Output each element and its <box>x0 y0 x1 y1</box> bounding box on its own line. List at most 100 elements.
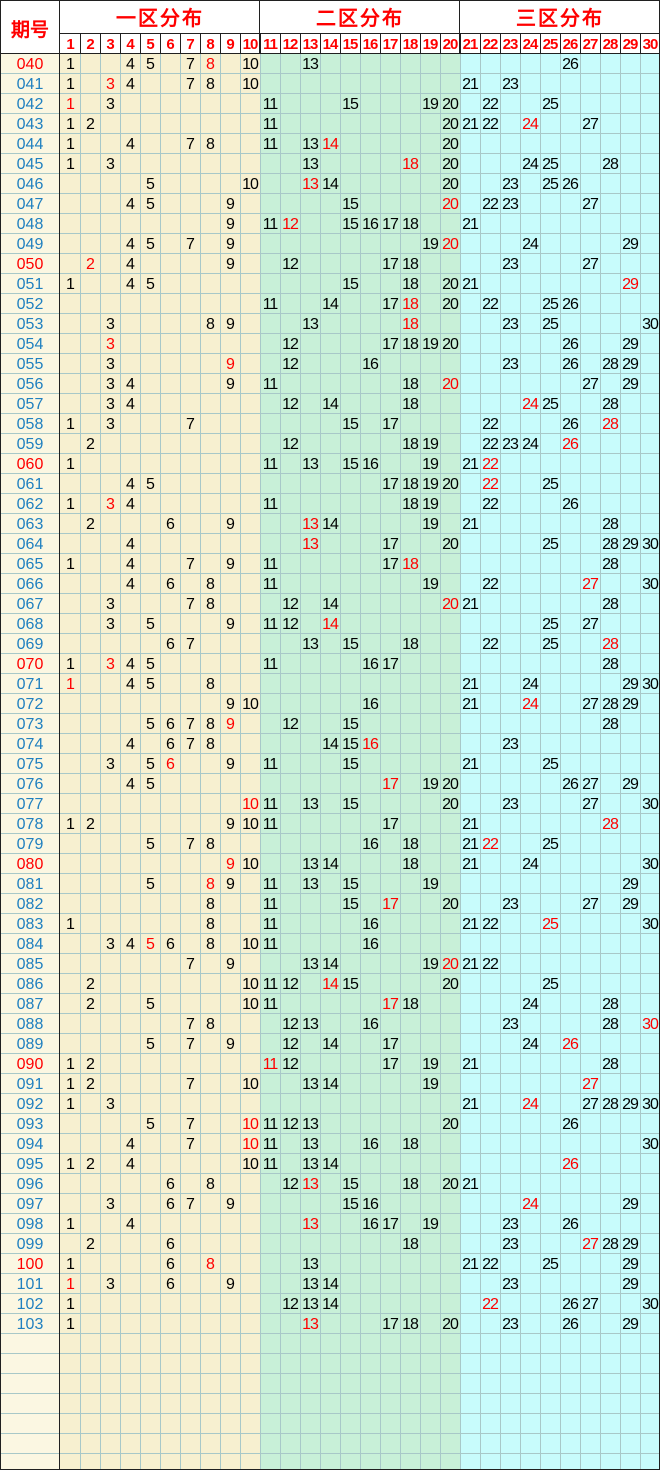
column-header-30: 30 <box>643 36 658 53</box>
number-cell: 25 <box>542 396 559 413</box>
number-cell: 17 <box>382 816 399 833</box>
number-cell: 24 <box>522 1036 539 1053</box>
number-cell: 4 <box>126 576 135 593</box>
number-cell: 2 <box>86 436 95 453</box>
number-cell: 13 <box>302 1116 319 1133</box>
number-cell: 1 <box>66 156 75 173</box>
number-cell: 1 <box>66 276 75 293</box>
number-cell: 30 <box>642 1296 659 1313</box>
number-cell: 28 <box>602 1236 619 1253</box>
period-cell: 043 <box>17 116 44 133</box>
number-cell: 29 <box>622 536 639 553</box>
number-cell: 23 <box>502 896 519 913</box>
period-cell: 075 <box>17 756 44 773</box>
number-cell: 13 <box>302 1296 319 1313</box>
period-header: 期号 <box>11 19 49 41</box>
number-cell: 11 <box>263 656 279 673</box>
number-cell: 12 <box>282 596 299 613</box>
number-cell: 3 <box>106 316 115 333</box>
number-cell: 13 <box>302 796 319 813</box>
number-cell: 10 <box>242 1116 259 1133</box>
number-cell: 8 <box>206 836 215 853</box>
number-cell: 7 <box>186 596 195 613</box>
number-cell: 3 <box>106 1276 115 1293</box>
number-cell: 21 <box>462 956 479 973</box>
number-cell: 9 <box>226 516 235 533</box>
number-cell: 17 <box>382 256 399 273</box>
number-cell: 28 <box>602 396 619 413</box>
number-cell: 23 <box>502 436 519 453</box>
number-cell: 16 <box>362 216 379 233</box>
period-cell: 099 <box>17 1236 44 1253</box>
number-cell: 9 <box>226 316 235 333</box>
number-cell: 11 <box>263 456 279 473</box>
number-cell: 18 <box>402 996 419 1013</box>
number-cell: 20 <box>442 1116 459 1133</box>
number-cell: 21 <box>462 916 479 933</box>
number-cell: 3 <box>106 376 115 393</box>
number-cell: 14 <box>322 176 339 193</box>
number-cell: 17 <box>382 656 399 673</box>
number-cell: 7 <box>186 56 195 73</box>
number-cell: 5 <box>146 616 155 633</box>
column-header-7: 7 <box>186 36 194 53</box>
number-cell: 29 <box>622 1316 639 1333</box>
number-cell: 14 <box>322 736 339 753</box>
number-cell: 30 <box>642 1016 659 1033</box>
number-cell: 17 <box>382 476 399 493</box>
number-cell: 8 <box>206 896 215 913</box>
number-cell: 20 <box>442 1316 459 1333</box>
number-cell: 18 <box>402 556 419 573</box>
number-cell: 21 <box>462 516 479 533</box>
number-cell: 13 <box>302 1276 319 1293</box>
number-cell: 11 <box>263 96 279 113</box>
number-cell: 29 <box>622 876 639 893</box>
number-cell: 20 <box>442 196 459 213</box>
number-cell: 2 <box>86 816 95 833</box>
number-cell: 26 <box>562 1216 579 1233</box>
number-cell: 15 <box>342 756 359 773</box>
number-cell: 15 <box>342 636 359 653</box>
number-cell: 9 <box>226 1276 235 1293</box>
number-cell: 22 <box>482 476 499 493</box>
number-cell: 18 <box>402 836 419 853</box>
number-cell: 7 <box>186 1196 195 1213</box>
number-cell: 3 <box>106 936 115 953</box>
number-cell: 3 <box>106 756 115 773</box>
number-cell: 4 <box>126 136 135 153</box>
number-cell: 18 <box>402 216 419 233</box>
number-cell: 15 <box>342 1196 359 1213</box>
number-cell: 6 <box>166 636 175 653</box>
number-cell: 10 <box>242 1076 259 1093</box>
column-header-28: 28 <box>603 36 618 53</box>
number-cell: 20 <box>442 336 459 353</box>
column-header-3: 3 <box>106 36 114 53</box>
number-cell: 15 <box>342 1176 359 1193</box>
number-cell: 11 <box>263 296 279 313</box>
period-cell: 084 <box>17 936 44 953</box>
number-cell: 2 <box>86 1076 95 1093</box>
number-cell: 26 <box>562 1116 579 1133</box>
number-cell: 29 <box>622 696 639 713</box>
number-cell: 29 <box>622 1256 639 1273</box>
number-cell: 29 <box>622 356 639 373</box>
period-cell: 078 <box>17 816 44 833</box>
number-cell: 24 <box>522 116 539 133</box>
number-cell: 11 <box>263 116 279 133</box>
number-cell: 5 <box>146 656 155 673</box>
number-cell: 8 <box>206 316 215 333</box>
period-cell: 072 <box>17 696 44 713</box>
number-cell: 3 <box>106 1196 115 1213</box>
number-cell: 1 <box>66 496 75 513</box>
number-cell: 8 <box>206 576 215 593</box>
number-cell: 12 <box>282 356 299 373</box>
number-cell: 30 <box>642 916 659 933</box>
period-cell: 076 <box>17 776 44 793</box>
number-cell: 4 <box>126 376 135 393</box>
number-cell: 23 <box>502 1316 519 1333</box>
number-cell: 11 <box>263 1056 279 1073</box>
number-cell: 3 <box>106 76 115 93</box>
number-cell: 25 <box>542 96 559 113</box>
number-cell: 20 <box>442 136 459 153</box>
